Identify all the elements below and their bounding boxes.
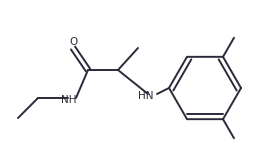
Text: O: O	[69, 37, 77, 47]
Text: NH: NH	[61, 95, 77, 105]
Text: HN: HN	[138, 91, 154, 101]
